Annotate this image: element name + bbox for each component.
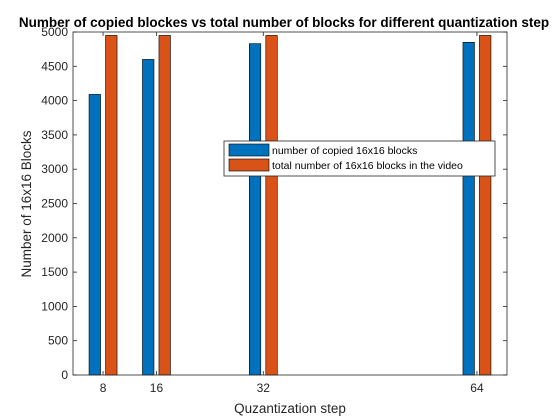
y-tick-label: 3500 [41,128,68,142]
y-axis-ticks: 0 500 1000 1500 2000 2500 3000 3500 4000 4500 5000 [41,25,507,382]
legend-swatch-1 [228,143,270,157]
legend-label-2: total number of 16x16 blocks in the vide… [272,160,463,172]
bar-series-2-x-32 [265,35,278,376]
bar-series-2-x-8 [105,35,118,376]
y-tick-label: 1000 [41,299,68,313]
chart-title: Number of copied blockes vs total number… [19,15,549,30]
legend-label-1: number of copied 16x16 blocks [272,145,417,157]
bar-series-2-x-64 [479,35,492,376]
legend-swatch-2 [228,158,270,172]
x-tick-label: 8 [100,381,107,395]
x-tick-label: 32 [257,381,271,395]
bar-series-1-x-8 [88,94,101,376]
x-axis-ticks: 8 16 32 64 [100,32,484,395]
y-axis-label: Number of 16x16 Blocks [19,130,34,277]
y-tick-label: 2000 [41,231,68,245]
bars-group [88,35,492,376]
y-tick-label: 1500 [41,265,68,279]
y-tick-label: 0 [61,368,68,382]
bar-series-1-x-32 [248,43,262,376]
bar-series-1-x-16 [142,59,155,376]
y-tick-label: 500 [48,334,68,348]
bar-series-1-x-64 [462,41,475,376]
x-tick-label: 64 [470,381,484,395]
y-tick-label: 5000 [41,25,68,39]
legend: number of copied 16x16 blocks total numbe… [223,140,496,177]
y-tick-label: 3000 [41,162,68,176]
x-tick-label: 16 [150,381,164,395]
y-tick-label: 2500 [41,197,68,211]
y-tick-label: 4000 [41,94,68,108]
x-axis-label: Quzantization step [234,401,346,416]
plot-area [73,32,507,375]
bar-series-2-x-16 [158,35,171,376]
y-tick-label: 4500 [41,59,68,73]
